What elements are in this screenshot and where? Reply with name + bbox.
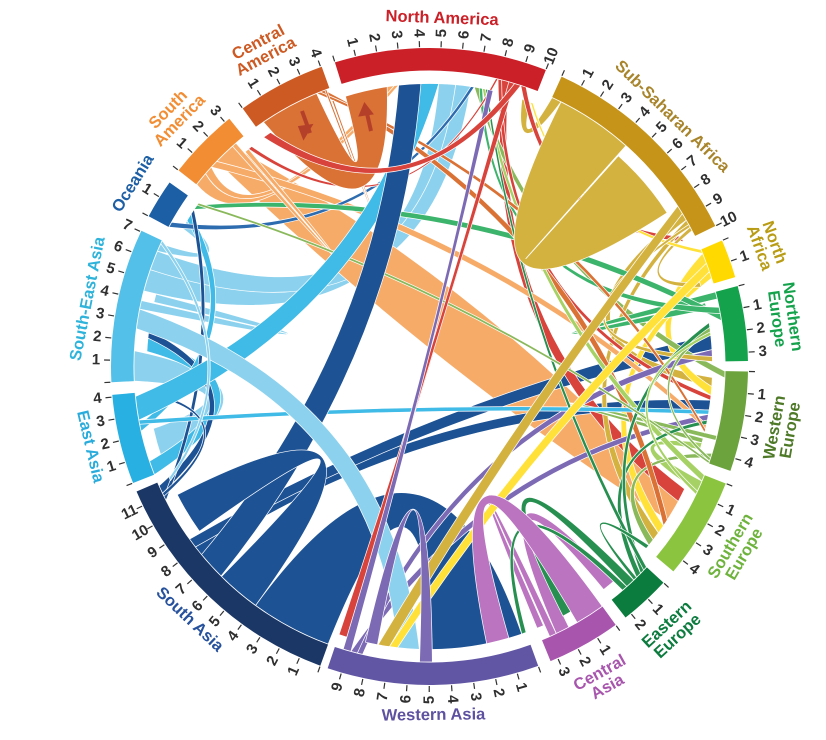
svg-text:2: 2 — [92, 328, 102, 346]
svg-text:5: 5 — [433, 29, 450, 38]
svg-text:6: 6 — [455, 30, 473, 40]
svg-text:1: 1 — [757, 386, 767, 404]
svg-text:3: 3 — [758, 343, 767, 360]
svg-text:6: 6 — [397, 694, 415, 704]
svg-text:Western Asia: Western Asia — [382, 705, 487, 724]
svg-text:5: 5 — [421, 696, 438, 704]
svg-text:4: 4 — [410, 29, 427, 39]
svg-text:3: 3 — [388, 30, 406, 40]
svg-text:1: 1 — [92, 351, 101, 368]
